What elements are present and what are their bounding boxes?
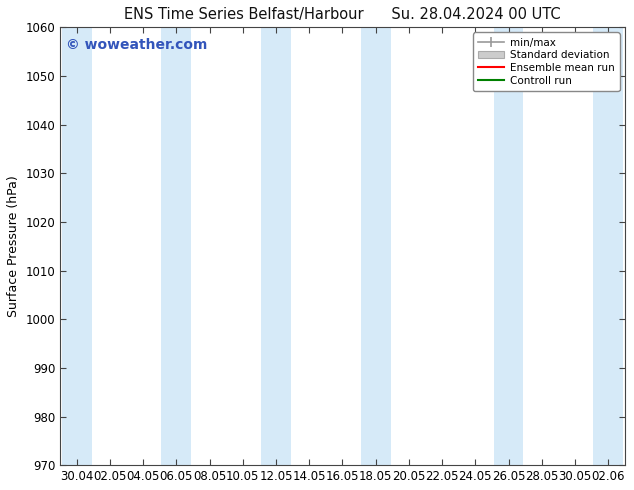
- Bar: [261, 27, 291, 465]
- Title: ENS Time Series Belfast/Harbour      Su. 28.04.2024 00 UTC: ENS Time Series Belfast/Harbour Su. 28.0…: [124, 7, 560, 22]
- Text: © woweather.com: © woweather.com: [66, 38, 207, 52]
- Bar: [493, 27, 524, 465]
- Bar: [361, 27, 391, 465]
- Legend: min/max, Standard deviation, Ensemble mean run, Controll run: min/max, Standard deviation, Ensemble me…: [473, 32, 619, 91]
- Bar: [593, 27, 623, 465]
- Y-axis label: Surface Pressure (hPa): Surface Pressure (hPa): [7, 175, 20, 317]
- Bar: [162, 27, 191, 465]
- Bar: [61, 27, 92, 465]
